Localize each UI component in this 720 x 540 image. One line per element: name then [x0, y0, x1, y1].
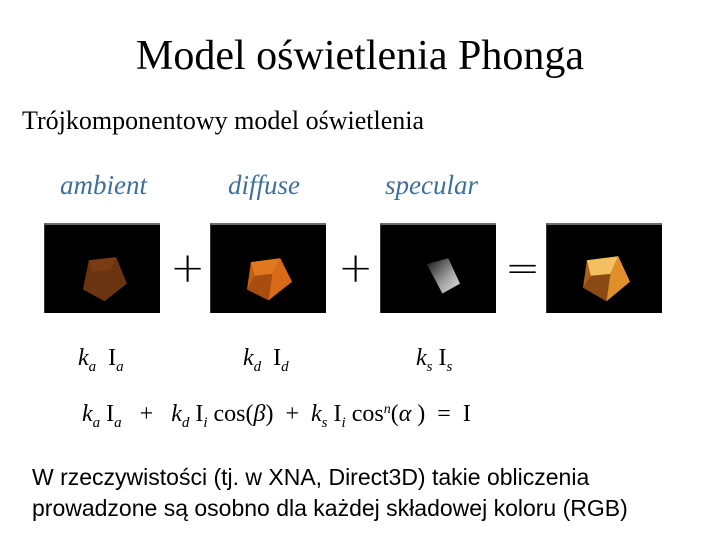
plus-operator-2: +: [338, 243, 374, 292]
ambient-term: ka Ia: [78, 345, 124, 375]
diffuse-render-image: [210, 223, 326, 313]
result-render-image: [546, 223, 662, 313]
slide-subtitle: Trójkomponentowy model oświetlenia: [22, 106, 425, 135]
diffuse-label: diffuse: [228, 170, 300, 200]
ambient-render-image: [44, 223, 160, 313]
rgb-note-line-1: W rzeczywistości (tj. w XNA, Direct3D) t…: [32, 464, 590, 490]
phong-equation: ka Ia + kd Ii cos(β) + ks Ii cosn(α ) = …: [82, 401, 471, 431]
equals-operator: =: [505, 243, 541, 292]
slide-title: Model oświetlenia Phonga: [136, 33, 584, 79]
plus-operator-1: +: [170, 243, 206, 292]
rgb-note-line-2: prowadzone są osobno dla każdej składowe…: [32, 494, 628, 521]
rgb-note-paragraph: W rzeczywistości (tj. w XNA, Direct3D) t…: [32, 462, 628, 523]
ambient-label: ambient: [60, 170, 147, 200]
specular-term: ks Is: [416, 345, 453, 375]
diffuse-term: kd Id: [243, 345, 289, 375]
specular-label: specular: [385, 170, 478, 200]
specular-render-image: [380, 223, 496, 313]
